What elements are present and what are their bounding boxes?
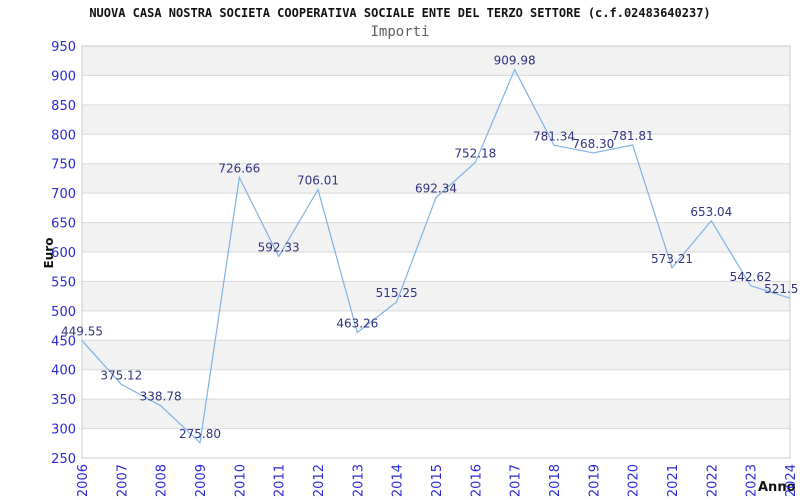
y-tick-label: 350 [51,393,76,408]
x-tick-label: 2024 [784,464,799,497]
chart-subtitle: Importi [370,24,430,40]
y-tick-label: 450 [51,334,76,349]
plot-area [81,45,791,459]
y-tick-label: 850 [51,99,76,114]
x-tick-label: 2021 [666,464,681,497]
y-tick-label: 300 [51,423,76,438]
point-label: 521.5 [764,282,798,296]
point-label: 375.12 [100,368,142,382]
grid-band [82,46,790,76]
grid-band [82,222,790,252]
grid-band [82,104,790,135]
point-label: 515.25 [376,286,418,300]
y-tick-label: 600 [51,246,76,261]
x-tick-label: 2023 [745,464,760,497]
x-tick-label: 2007 [115,464,130,497]
point-label: 909.98 [494,54,536,68]
point-label: 726.66 [218,161,260,175]
point-label: 706.01 [297,174,339,188]
point-label: 692.34 [415,182,457,196]
grid-band [82,281,790,311]
x-tick-label: 2019 [587,464,602,497]
grid-band [82,340,790,370]
x-tick-label: 2009 [194,464,209,497]
x-tick-label: 2018 [548,464,563,497]
point-label: 592.33 [258,241,300,255]
point-label: 338.78 [140,390,182,404]
x-tick-label: 2012 [312,464,327,497]
x-tick-label: 2015 [430,464,445,497]
point-label: 542.62 [730,270,772,284]
y-tick-label: 750 [51,158,76,173]
point-label: 449.55 [61,325,103,339]
grid-band [82,163,790,194]
y-tick-label: 700 [51,187,76,202]
grid-band [82,399,790,429]
data-line [81,68,791,445]
x-tick-label: 2020 [627,464,642,497]
x-tick-label: 2008 [155,464,170,497]
x-tick-label: 2006 [76,464,91,497]
x-axis-title: Anno [758,480,796,495]
y-tick-label: 400 [51,364,76,379]
point-label: 781.81 [612,129,654,143]
x-tick-label: 2010 [233,464,248,497]
y-tick-label: 250 [51,452,76,467]
x-tick-label: 2013 [351,464,366,497]
y-tick-label: 650 [51,217,76,232]
y-tick-label: 800 [51,128,76,143]
x-tick-label: 2022 [705,464,720,497]
y-tick-label: 950 [51,40,76,55]
point-label: 275.80 [179,427,221,441]
point-label: 752.18 [454,146,496,160]
x-tick-label: 2016 [469,464,484,497]
y-tick-label: 550 [51,275,76,290]
point-label: 463.26 [336,316,378,330]
x-tick-label: 2014 [391,464,406,497]
y-tick-label: 900 [51,69,76,84]
chart-title: NUOVA CASA NOSTRA SOCIETA COOPERATIVA SO… [89,6,711,20]
point-label: 653.04 [690,205,732,219]
point-label: 781.34 [533,129,575,143]
point-label: 768.30 [572,137,614,151]
point-label: 573.21 [651,252,693,266]
y-tick-label: 500 [51,305,76,320]
x-tick-label: 2017 [509,464,524,497]
x-tick-label: 2011 [273,464,288,497]
